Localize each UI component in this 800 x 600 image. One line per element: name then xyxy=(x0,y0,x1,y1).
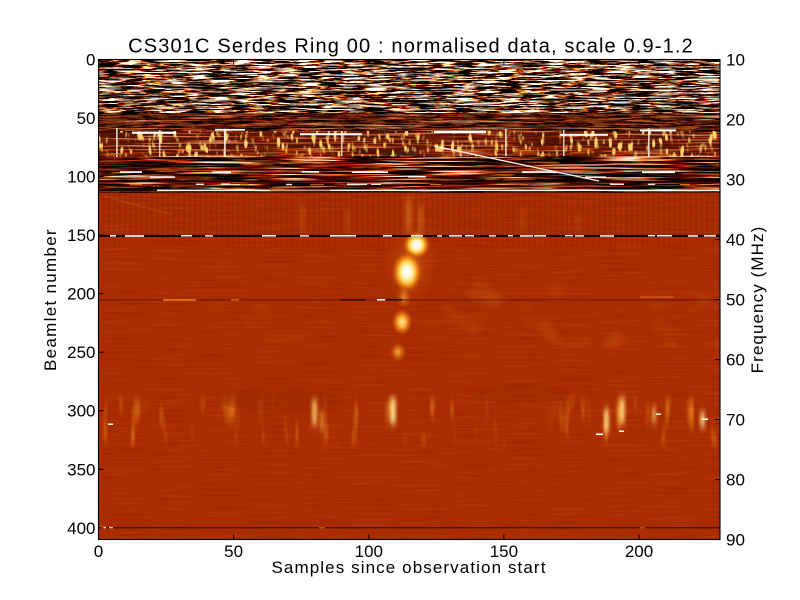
svg-text:90: 90 xyxy=(726,531,745,550)
svg-text:350: 350 xyxy=(67,460,95,479)
svg-text:20: 20 xyxy=(726,111,745,130)
svg-text:80: 80 xyxy=(726,471,745,490)
svg-text:Frequency (MHz): Frequency (MHz) xyxy=(748,226,767,374)
svg-text:250: 250 xyxy=(67,343,95,362)
svg-text:300: 300 xyxy=(67,402,95,421)
svg-text:Samples since observation star: Samples since observation start xyxy=(271,558,546,577)
svg-text:50: 50 xyxy=(224,542,243,561)
svg-text:30: 30 xyxy=(726,171,745,190)
svg-text:0: 0 xyxy=(94,542,103,561)
svg-text:Beamlet number: Beamlet number xyxy=(41,228,60,371)
svg-text:10: 10 xyxy=(726,51,745,70)
svg-text:50: 50 xyxy=(726,291,745,310)
svg-text:60: 60 xyxy=(726,351,745,370)
svg-text:200: 200 xyxy=(625,542,653,561)
svg-text:150: 150 xyxy=(67,226,95,245)
svg-text:400: 400 xyxy=(67,519,95,538)
svg-text:70: 70 xyxy=(726,411,745,430)
svg-text:40: 40 xyxy=(726,231,745,250)
svg-text:0: 0 xyxy=(86,51,95,70)
svg-text:100: 100 xyxy=(67,168,95,187)
svg-text:CS301C Serdes Ring 00 : normal: CS301C Serdes Ring 00 : normalised data,… xyxy=(128,36,694,58)
svg-text:100: 100 xyxy=(355,542,383,561)
svg-text:150: 150 xyxy=(490,542,518,561)
svg-text:200: 200 xyxy=(67,285,95,304)
svg-text:50: 50 xyxy=(77,109,96,128)
